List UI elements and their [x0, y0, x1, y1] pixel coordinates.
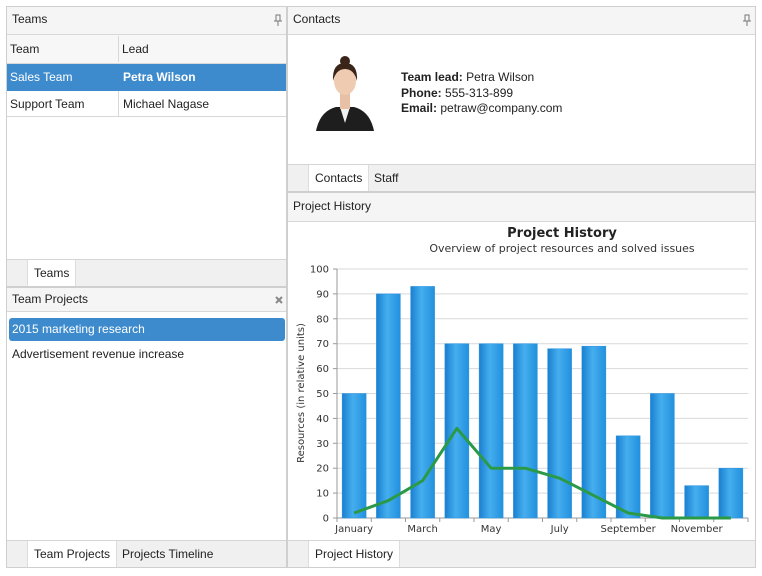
- projects-panel: Team Projects 2015 marketing research Ad…: [6, 287, 287, 568]
- list-item-selected[interactable]: 2015 marketing research: [9, 318, 285, 341]
- contact-line: Phone: 555-313-899: [401, 86, 562, 102]
- field-value: 555-313-899: [445, 85, 514, 100]
- field-label: Phone:: [401, 85, 442, 100]
- contact-line: Email: petraw@company.com: [401, 101, 562, 117]
- grid-cell: Sales Team: [10, 70, 73, 84]
- column-header[interactable]: Team: [7, 36, 119, 62]
- tab-bar: Contacts Staff: [288, 164, 755, 191]
- grid-row[interactable]: Support Team Michael Nagase: [7, 91, 286, 117]
- tab[interactable]: Staff: [374, 171, 399, 185]
- pin-icon[interactable]: [743, 14, 751, 26]
- panel-title: Team Projects: [12, 292, 89, 306]
- grid-cell: Petra Wilson: [123, 70, 196, 84]
- teams-panel: Teams Team Lead Sales Team Petra Wilson …: [6, 6, 287, 287]
- field-label: Team lead:: [401, 70, 463, 84]
- tab-bar: Teams: [7, 259, 286, 286]
- field-value: petraw@company.com: [440, 101, 563, 115]
- tab[interactable]: Project History: [308, 541, 401, 567]
- grid-row-selected[interactable]: Sales Team Petra Wilson: [7, 64, 286, 91]
- tab-bar: Project History: [288, 540, 755, 567]
- contact-line: Team lead: Petra Wilson: [401, 70, 562, 86]
- tab-bar: Team Projects Projects Timeline: [7, 540, 286, 567]
- panel-title: Project History: [293, 199, 372, 213]
- close-icon[interactable]: [275, 296, 283, 304]
- grid-header: Team Lead: [7, 35, 286, 64]
- grid-cell: Michael Nagase: [123, 97, 210, 111]
- panel-header: Project History: [288, 193, 755, 222]
- tab[interactable]: Team Projects: [27, 541, 118, 567]
- field-value: Petra Wilson: [466, 70, 535, 84]
- column-header[interactable]: Lead: [122, 42, 149, 56]
- history-panel: Project History Project History: [287, 192, 756, 568]
- list-item[interactable]: Advertisement revenue increase: [12, 347, 185, 361]
- contacts-panel: Contacts Team lead: Petra Wilson Phone: …: [287, 6, 756, 192]
- panel-title: Contacts: [293, 12, 341, 26]
- field-label: Email:: [401, 101, 438, 115]
- contact-photo: [316, 56, 374, 131]
- tab[interactable]: Teams: [27, 260, 77, 286]
- tab[interactable]: Contacts: [308, 165, 370, 191]
- contact-info: Team lead: Petra Wilson Phone: 555-313-8…: [401, 70, 562, 117]
- panel-title: Teams: [12, 12, 48, 26]
- panel-header: Contacts: [288, 7, 755, 35]
- pin-icon[interactable]: [274, 14, 282, 26]
- tab[interactable]: Projects Timeline: [122, 547, 214, 561]
- grid-cell: Support Team: [7, 91, 119, 117]
- panel-header: Teams: [7, 7, 286, 35]
- panel-header: Team Projects: [7, 288, 286, 312]
